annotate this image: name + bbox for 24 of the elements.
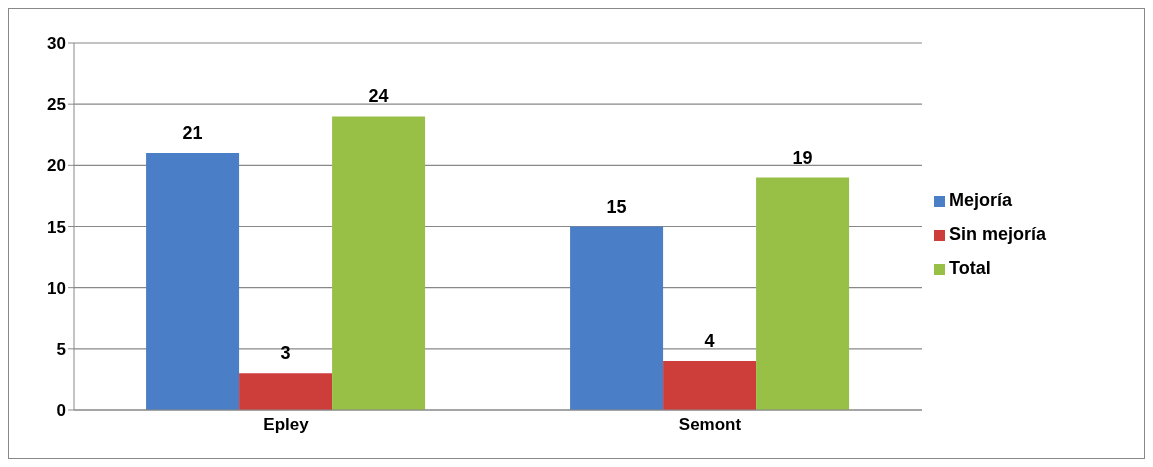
x-tick-label: Semont: [678, 415, 742, 435]
data-label: 3: [280, 343, 291, 364]
data-label: 4: [704, 331, 715, 352]
x-tick-label: Epley: [263, 415, 310, 435]
y-tick-label: 10: [47, 278, 66, 298]
data-label: 24: [368, 86, 389, 107]
bar: [146, 153, 240, 410]
data-label: 19: [792, 147, 813, 168]
bar: [239, 373, 333, 410]
legend-label: Total: [949, 257, 991, 278]
bar: [570, 226, 664, 410]
data-label: 21: [182, 123, 203, 144]
y-tick-label: 25: [47, 95, 66, 115]
data-label: 15: [606, 196, 627, 217]
y-tick-label: 5: [56, 339, 66, 359]
y-tick-label: 15: [47, 217, 66, 237]
y-tick-label: 0: [56, 401, 66, 421]
bar: [332, 116, 426, 410]
bar: [756, 177, 850, 410]
y-tick-label: 30: [47, 34, 66, 54]
y-tick-label: 20: [47, 156, 66, 176]
bar: [663, 361, 757, 410]
legend-label: Mejoría: [949, 189, 1013, 210]
legend-label: Sin mejoría: [949, 223, 1047, 244]
